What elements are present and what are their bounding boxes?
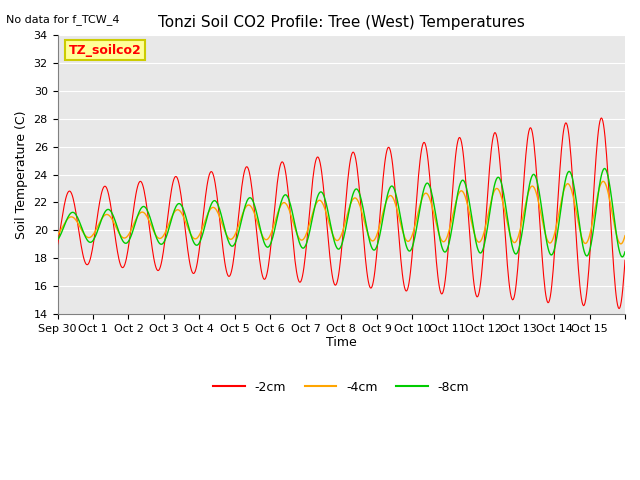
Text: No data for f_TCW_4: No data for f_TCW_4 <box>6 14 120 25</box>
X-axis label: Time: Time <box>326 336 356 349</box>
Y-axis label: Soil Temperature (C): Soil Temperature (C) <box>15 110 28 239</box>
Title: Tonzi Soil CO2 Profile: Tree (West) Temperatures: Tonzi Soil CO2 Profile: Tree (West) Temp… <box>158 15 525 30</box>
Legend: -2cm, -4cm, -8cm: -2cm, -4cm, -8cm <box>209 376 474 399</box>
Text: TZ_soilco2: TZ_soilco2 <box>69 44 141 57</box>
